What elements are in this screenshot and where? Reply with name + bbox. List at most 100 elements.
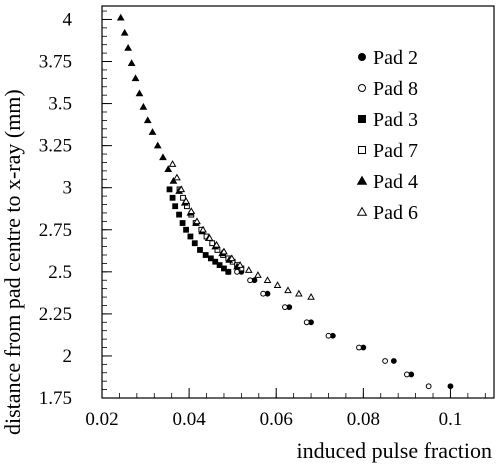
data-point [177,185,186,193]
data-point [225,268,232,275]
data-point [159,153,167,161]
data-point [131,74,140,82]
x-tick-label: 0.02 [85,409,118,430]
data-point [169,176,178,184]
data-point [193,217,201,225]
y-tick-label: 3.75 [39,52,72,73]
y-axis-title: distance from pad centre to x-ray (mm) [0,89,25,435]
legend-marker [358,84,366,92]
y-tick-label: 1.75 [39,388,72,409]
data-point [212,258,219,265]
data-point [164,165,173,172]
legend-label: Pad 7 [373,140,418,162]
data-point [180,194,186,201]
y-tick-label: 3.5 [48,94,72,115]
y-tick-label: 2.75 [39,220,72,241]
data-point [221,265,227,272]
legend-label: Pad 2 [373,47,418,69]
legend-item: Pad 6 [356,202,418,224]
data-point [176,211,182,218]
data-point [260,290,267,297]
y-tick-label: 3 [63,178,73,199]
data-point [182,197,190,204]
y-tick-label: 2.25 [39,304,72,325]
data-point [124,44,132,51]
data-point [173,173,181,181]
legend-label: Pad 8 [373,78,418,100]
data-point [187,233,194,240]
data-point [202,252,209,258]
data-point [168,160,177,167]
plot-frame [101,5,495,399]
y-tick-label: 2 [63,346,73,367]
series-pad-8 [225,268,432,390]
data-point [295,289,303,297]
data-point [244,266,253,273]
data-point [183,226,189,233]
data-point [263,276,272,283]
data-points [116,13,454,390]
data-point [284,286,292,294]
data-point [247,277,253,284]
series-pad-2 [225,268,454,390]
data-point [205,234,214,241]
legend-marker [356,175,368,185]
data-point [172,203,179,210]
data-point [227,254,236,262]
x-tick-label: 0.04 [172,409,206,430]
data-point [425,383,432,390]
data-point [197,247,203,253]
data-point [212,240,221,248]
legend-item: Pad 7 [358,140,418,162]
data-point [187,207,196,215]
legend-label: Pad 4 [373,171,418,193]
data-point [254,271,262,278]
legend: Pad 2 Pad 8 Pad 3 Pad 7 Pad 4 Pad 6 [356,47,418,224]
x-tick-label: 0.1 [439,409,463,430]
data-point [282,304,288,311]
data-point [216,262,223,268]
data-point [166,186,173,193]
data-point [209,240,216,247]
data-point [236,261,244,268]
data-point [207,255,214,262]
data-point [148,128,157,135]
legend-marker [358,115,366,123]
data-point [447,383,454,390]
data-point [127,59,136,66]
data-point [120,28,129,36]
legend-item: Pad 2 [358,47,418,69]
data-point [179,220,186,226]
data-point [307,293,315,300]
legend-item: Pad 3 [358,109,418,131]
data-point [199,225,207,233]
x-tick-label: 0.08 [347,409,380,430]
data-point [273,281,282,289]
data-point [390,358,397,364]
legend-label: Pad 3 [373,109,418,131]
data-point [169,194,176,201]
legend-label: Pad 6 [373,202,418,224]
x-axis-title: induced pulse fraction [297,438,493,463]
data-point [153,141,162,149]
data-point [382,358,389,364]
data-point [220,247,228,255]
data-point [116,13,125,21]
data-point [139,102,148,110]
legend-marker [358,146,366,154]
y-tick-label: 4 [63,9,73,30]
data-point [143,116,152,124]
y-tick-label: 3.25 [39,136,72,157]
data-point [191,240,198,247]
y-tick-label: 2.5 [48,262,72,283]
legend-marker [358,53,366,61]
legend-item: Pad 4 [356,171,418,193]
data-point [403,371,410,378]
legend-marker [356,206,368,216]
axis-ticks: 0.02 0.04 0.06 0.08 0.1 1.75 2 2.25 2.5 2.75 3 3.25… [39,9,486,430]
series-pad-6 [168,160,315,300]
data-point [356,344,362,351]
data-point [135,89,144,97]
series-pad-4 [116,13,241,270]
